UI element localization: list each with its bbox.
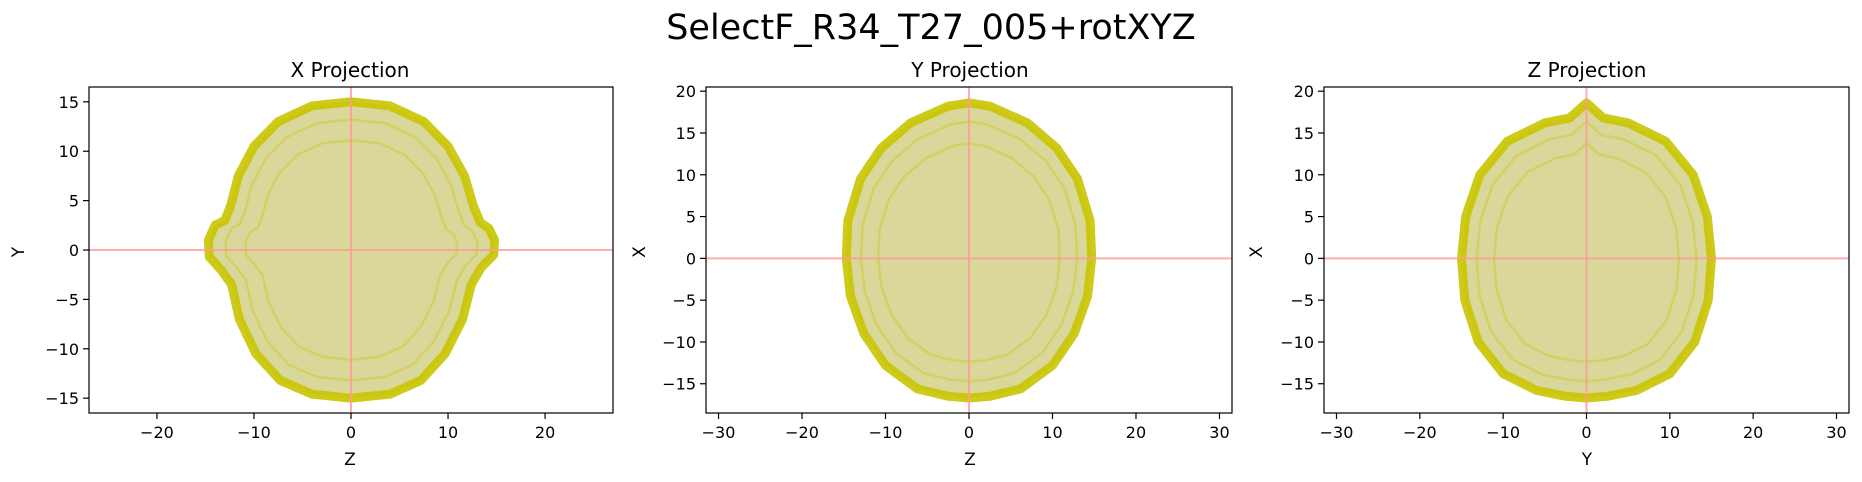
z-projection-xtick-label: 10 <box>1660 423 1680 442</box>
y-projection-ytick-label: −5 <box>672 291 696 310</box>
y-projection-ytick-label: 10 <box>676 166 696 185</box>
x-projection-xtick-label: 0 <box>346 423 356 442</box>
x-projection-ytick-label: 5 <box>69 192 79 211</box>
x-projection-ytick-label: 10 <box>59 142 79 161</box>
y-projection-xlabel: Z <box>964 450 976 470</box>
z-projection-ytick-label: −10 <box>1280 333 1314 352</box>
z-projection-ytick-label: 0 <box>1304 249 1314 268</box>
z-projection-ytick-label: −15 <box>1280 375 1314 394</box>
z-projection-ytick-label: 5 <box>1304 208 1314 227</box>
z-projection-ytick-label: 15 <box>1294 124 1314 143</box>
z-projection-xtick-label: 0 <box>1581 423 1591 442</box>
z-projection-ylabel: X <box>1247 246 1267 258</box>
x-projection-xtick-label: 20 <box>535 423 555 442</box>
y-projection-xtick-label: 10 <box>1042 423 1062 442</box>
y-projection-xtick-label: −20 <box>785 423 819 442</box>
x-projection-title: X Projection <box>291 58 410 82</box>
y-projection-ylabel: X <box>630 246 650 258</box>
z-projection-panel: Z Projection Y X −30 −20 −10 0 10 20 30 −15 −10 −… <box>1247 58 1850 470</box>
y-projection-plot-area <box>706 87 1232 413</box>
y-projection-xtick-label: 0 <box>964 423 974 442</box>
x-projection-xtick-label: 10 <box>438 423 458 442</box>
y-projection-ytick-label: 5 <box>686 208 696 227</box>
x-projection-ytick-label: 15 <box>59 93 79 112</box>
y-projection-ytick-label: 15 <box>676 124 696 143</box>
x-projection-xtick-label: −10 <box>237 423 271 442</box>
y-projection-title: Y Projection <box>910 58 1028 82</box>
y-projection-xtick-label: −10 <box>869 423 903 442</box>
y-projection-ytick-label: −15 <box>662 375 696 394</box>
x-projection-ylabel: Y <box>9 246 29 258</box>
y-projection-xtick-label: 30 <box>1209 423 1229 442</box>
z-projection-title: Z Projection <box>1528 58 1647 82</box>
z-projection-xtick-label: 20 <box>1743 423 1763 442</box>
z-projection-ytick-label: 10 <box>1294 166 1314 185</box>
z-projection-ytick-label: −5 <box>1290 291 1314 310</box>
y-projection-xtick-label: −30 <box>702 423 736 442</box>
z-projection-xtick-label: −10 <box>1486 423 1520 442</box>
z-projection-ytick-label: 20 <box>1294 82 1314 101</box>
y-projection-ytick-label: 20 <box>676 82 696 101</box>
z-projection-xtick-label: 30 <box>1826 423 1846 442</box>
y-projection-panel: Y Projection Z X −30 −20 −10 0 10 20 30 −15 −10 −… <box>630 58 1233 470</box>
z-projection-plot-area <box>1324 87 1849 413</box>
x-projection-xlabel: Z <box>344 450 356 470</box>
z-projection-xlabel: Y <box>1581 450 1593 470</box>
x-projection-ytick-label: 0 <box>69 241 79 260</box>
x-projection-ytick-label: −5 <box>55 290 79 309</box>
x-projection-ytick-label: −15 <box>45 389 79 408</box>
x-projection-xtick-label: −20 <box>140 423 174 442</box>
x-projection-panel: X Projection Z Y −20 −10 0 10 20 −15 −10 −5 0 5 10… <box>9 58 614 470</box>
z-projection-xtick-label: −20 <box>1403 423 1437 442</box>
y-projection-ytick-label: −10 <box>662 333 696 352</box>
y-projection-ytick-label: 0 <box>686 249 696 268</box>
z-projection-xtick-label: −30 <box>1320 423 1354 442</box>
figure-title: SelectF_R34_T27_005+rotXYZ <box>666 8 1196 48</box>
x-projection-ytick-label: −10 <box>45 340 79 359</box>
x-projection-plot-area <box>89 87 613 413</box>
y-projection-xtick-label: 20 <box>1126 423 1146 442</box>
